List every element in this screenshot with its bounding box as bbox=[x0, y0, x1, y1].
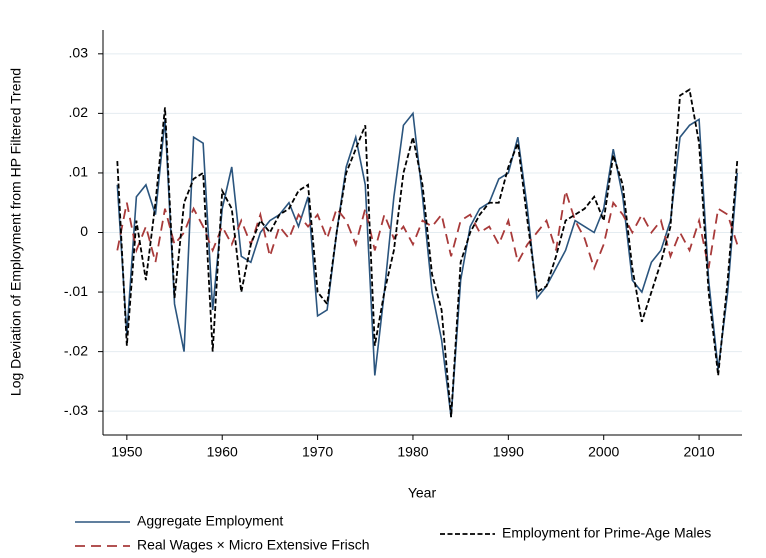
y-axis-title: Log Deviation of Employment from HP Filt… bbox=[8, 68, 24, 396]
y-tick-label: .01 bbox=[69, 164, 89, 180]
series-line bbox=[116, 111, 739, 418]
legend-label: Real Wages × Micro Extensive Frisch bbox=[137, 537, 370, 553]
x-axis-title: Year bbox=[408, 485, 437, 501]
x-tick-label: 1960 bbox=[207, 444, 238, 460]
y-tick-label: .03 bbox=[69, 45, 89, 61]
legend-label: Employment for Prime-Age Males bbox=[502, 525, 711, 541]
y-tick-label: .02 bbox=[69, 104, 89, 120]
x-tick-label: 2000 bbox=[588, 444, 619, 460]
x-tick-label: 2010 bbox=[684, 444, 715, 460]
y-tick-label: -.02 bbox=[64, 342, 88, 358]
y-tick-label: 0 bbox=[80, 223, 88, 239]
x-tick-label: 1990 bbox=[493, 444, 524, 460]
x-tick-label: 1980 bbox=[397, 444, 428, 460]
series-line bbox=[116, 88, 739, 418]
y-tick-label: -.03 bbox=[64, 402, 88, 418]
x-tick-label: 1970 bbox=[302, 444, 333, 460]
legend-label: Aggregate Employment bbox=[137, 513, 283, 529]
x-tick-label: 1950 bbox=[111, 444, 142, 460]
y-tick-label: -.01 bbox=[64, 283, 88, 299]
